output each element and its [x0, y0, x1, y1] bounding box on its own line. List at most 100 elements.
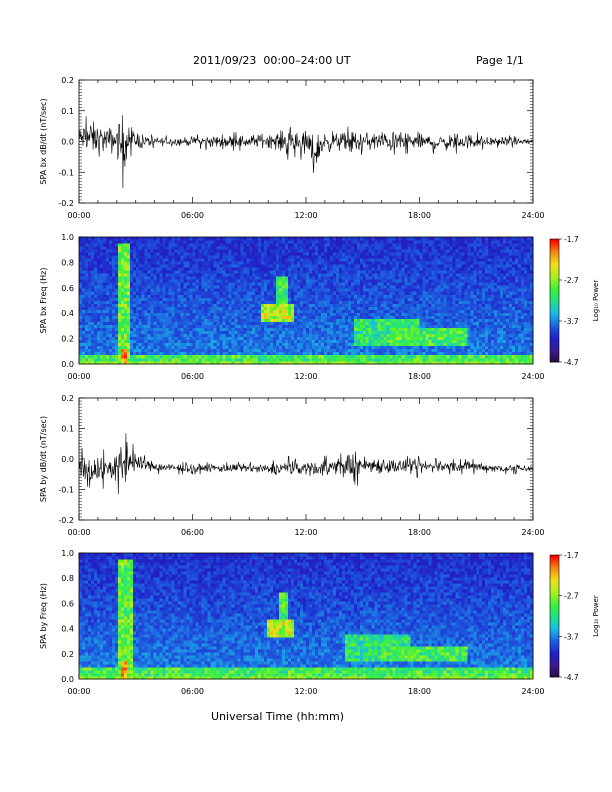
- spectrogram-cell: [261, 294, 265, 298]
- spectrogram-cell: [401, 297, 405, 301]
- spectrogram-cell: [79, 282, 83, 286]
- spectrogram-cell: [99, 360, 104, 365]
- spectrogram-cell: [338, 309, 343, 313]
- spectrogram-cell: [294, 342, 298, 347]
- spectrogram-cell: [386, 252, 390, 256]
- spectrogram-cell: [96, 261, 101, 265]
- spectrogram-cell: [267, 243, 271, 247]
- y-axis-label: SPA bx dB/dt (nT/sec): [39, 98, 48, 184]
- spectrogram-cell: [320, 267, 325, 271]
- spectrogram-cell: [144, 312, 148, 316]
- spectrogram-cell: [198, 291, 202, 295]
- spectrogram-cell: [114, 303, 119, 307]
- spectrogram-cell: [156, 291, 160, 295]
- spectrogram-cell: [111, 261, 116, 265]
- spectrogram-cell: [329, 348, 334, 353]
- spectrogram-cell: [84, 327, 89, 332]
- spectrogram-cell: [150, 270, 154, 274]
- spectrogram-cell: [156, 357, 160, 362]
- spectrogram-cell: [311, 297, 316, 301]
- spectrogram-cell: [228, 294, 232, 298]
- spectrogram-cell: [123, 252, 128, 256]
- spectrogram-cell: [383, 288, 387, 292]
- spectrogram-cell: [389, 357, 393, 362]
- spectrogram-cell: [338, 246, 343, 250]
- spectrogram-cell: [264, 306, 268, 310]
- spectrogram-cell: [198, 243, 202, 247]
- spectrogram-cell: [228, 348, 232, 353]
- spectrogram-cell: [273, 309, 277, 313]
- spectrogram-cell: [222, 327, 226, 332]
- spectrogram-cell: [314, 321, 319, 325]
- spectrogram-cell: [207, 252, 211, 256]
- spectrogram-cell: [320, 330, 325, 335]
- spectrogram-cell: [195, 303, 199, 307]
- spectrogram-cell: [249, 261, 253, 265]
- spectrogram-cell: [168, 276, 172, 280]
- spectrogram-cell: [240, 357, 244, 362]
- spectrogram-cell: [228, 309, 232, 313]
- spectrogram-cell: [362, 348, 367, 353]
- spectrogram-cell: [159, 270, 163, 274]
- spectrogram-cell: [207, 330, 211, 335]
- spectrogram-cell: [108, 273, 113, 277]
- spectrogram-cell: [306, 318, 310, 322]
- spectrogram-cell: [180, 357, 184, 362]
- spectrogram-cell: [320, 276, 325, 280]
- spectrogram-cell: [222, 285, 226, 289]
- spectrogram-cell: [168, 354, 172, 359]
- spectrogram-cell: [126, 273, 131, 277]
- spectrogram-cell: [138, 255, 143, 259]
- spectrogram-cell: [395, 285, 399, 289]
- spectrogram-cell: [380, 306, 384, 310]
- spectrogram-cell: [288, 291, 292, 295]
- spectrogram-cell: [338, 273, 343, 277]
- spectrogram-cell: [213, 360, 217, 365]
- spectrogram-cell: [141, 360, 146, 365]
- spectrogram-cell: [353, 354, 358, 359]
- spectrogram-cell: [213, 297, 217, 301]
- spectrogram-cell: [162, 279, 166, 283]
- spectrogram-cell: [222, 357, 226, 362]
- spectrogram-cell: [147, 315, 151, 319]
- spectrogram-cell: [79, 333, 83, 338]
- spectrogram-cell: [285, 261, 289, 265]
- spectrogram-cell: [180, 252, 184, 256]
- spectrogram-cell: [171, 345, 175, 350]
- spectrogram-cell: [240, 240, 244, 244]
- spectrogram-cell: [273, 330, 277, 335]
- spectrogram-cell: [90, 357, 95, 362]
- spectrogram-cell: [177, 303, 181, 307]
- spectrogram-cell: [294, 261, 298, 265]
- spectrogram-cell: [332, 282, 337, 286]
- spectrogram-cell: [368, 348, 373, 353]
- spectrogram-cell: [114, 246, 119, 250]
- spectrogram-cell: [210, 279, 214, 283]
- spectrogram-cell: [240, 255, 244, 259]
- spectrogram-cell: [294, 264, 298, 268]
- spectrogram-cell: [79, 306, 83, 310]
- spectrogram-cell: [267, 282, 271, 286]
- spectrogram-cell: [323, 264, 328, 268]
- spectrogram-cell: [171, 237, 175, 241]
- spectrogram-cell: [93, 309, 98, 313]
- spectrogram-cell: [189, 309, 193, 313]
- spectrogram-cell: [126, 237, 131, 241]
- spectrogram-cell: [222, 315, 226, 319]
- spectrogram-cell: [252, 294, 256, 298]
- spectrogram-cell: [219, 300, 223, 304]
- spectrogram-cell: [126, 345, 131, 350]
- spectrogram-cell: [398, 276, 402, 280]
- spectrogram-cell: [273, 276, 277, 280]
- spectrogram-cell: [210, 354, 214, 359]
- spectrogram-cell: [297, 345, 301, 350]
- spectrogram-cell: [252, 360, 256, 365]
- spectrogram-cell: [207, 339, 211, 344]
- spectrogram-cell: [285, 345, 289, 350]
- spectrogram-cell: [410, 321, 414, 325]
- spectrogram-cell: [294, 303, 298, 307]
- spectrogram-cell: [174, 270, 178, 274]
- spectrogram-cell: [138, 324, 143, 329]
- spectrogram-cell: [285, 282, 289, 286]
- spectrogram-cell: [335, 309, 340, 313]
